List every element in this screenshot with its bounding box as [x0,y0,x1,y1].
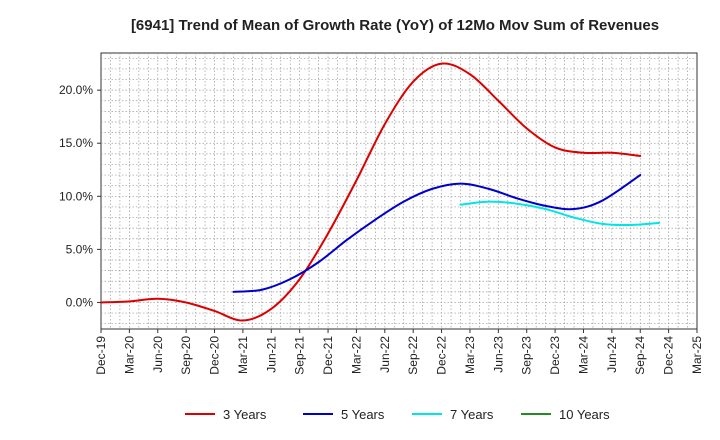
legend-label-7-years: 7 Years [450,407,494,422]
x-tick-label: Dec-24 [662,336,676,375]
x-tick-label: Dec-19 [94,336,108,375]
y-axis-ticks: 0.0% 5.0% 10.0% 15.0% 20.0% [59,83,101,309]
x-tick-label: Sep-23 [520,336,534,375]
x-tick-label: Mar-25 [690,336,704,374]
x-tick-label: Sep-24 [633,336,647,375]
x-tick-label: Dec-22 [435,336,449,375]
x-tick-label: Jun-21 [264,336,278,373]
y-tick-label: 5.0% [66,242,94,256]
x-tick-label: Jun-22 [378,336,392,373]
x-tick-label: Mar-20 [122,336,136,374]
series-line-7-years [459,200,661,227]
chart-title: [6941] Trend of Mean of Growth Rate (YoY… [131,17,659,34]
x-tick-label: Mar-22 [349,336,363,374]
series-line-3-years [100,62,642,322]
legend: 3 Years 5 Years 7 Years 10 Years [185,407,610,422]
plot-area [100,52,698,330]
x-tick-label: Mar-21 [236,336,250,374]
grid-lines [101,53,697,329]
x-tick-label: Sep-22 [406,336,420,375]
y-tick-label: 10.0% [59,189,93,203]
x-tick-label: Mar-24 [576,336,590,374]
x-tick-label: Dec-20 [208,336,222,375]
x-axis-ticks: Dec-19 Mar-20 Jun-20 Sep-20 Dec-20 Mar-21 Jun-… [94,329,704,375]
legend-label-5-years: 5 Years [341,407,385,422]
series-group [100,62,661,322]
y-tick-label: 20.0% [59,83,93,97]
legend-label-3-years: 3 Years [223,407,267,422]
series-line-5-years [232,174,642,293]
legend-label-10-years: 10 Years [559,407,610,422]
x-tick-label: Jun-20 [151,336,165,373]
x-tick-label: Jun-24 [605,336,619,373]
x-tick-label: Jun-23 [491,336,505,373]
x-tick-label: Dec-21 [321,336,335,375]
y-tick-label: 15.0% [59,136,93,150]
x-tick-label: Dec-23 [548,336,562,375]
x-tick-label: Sep-21 [293,336,307,375]
x-tick-label: Sep-20 [179,336,193,375]
y-tick-label: 0.0% [66,295,94,309]
x-tick-label: Mar-23 [463,336,477,374]
